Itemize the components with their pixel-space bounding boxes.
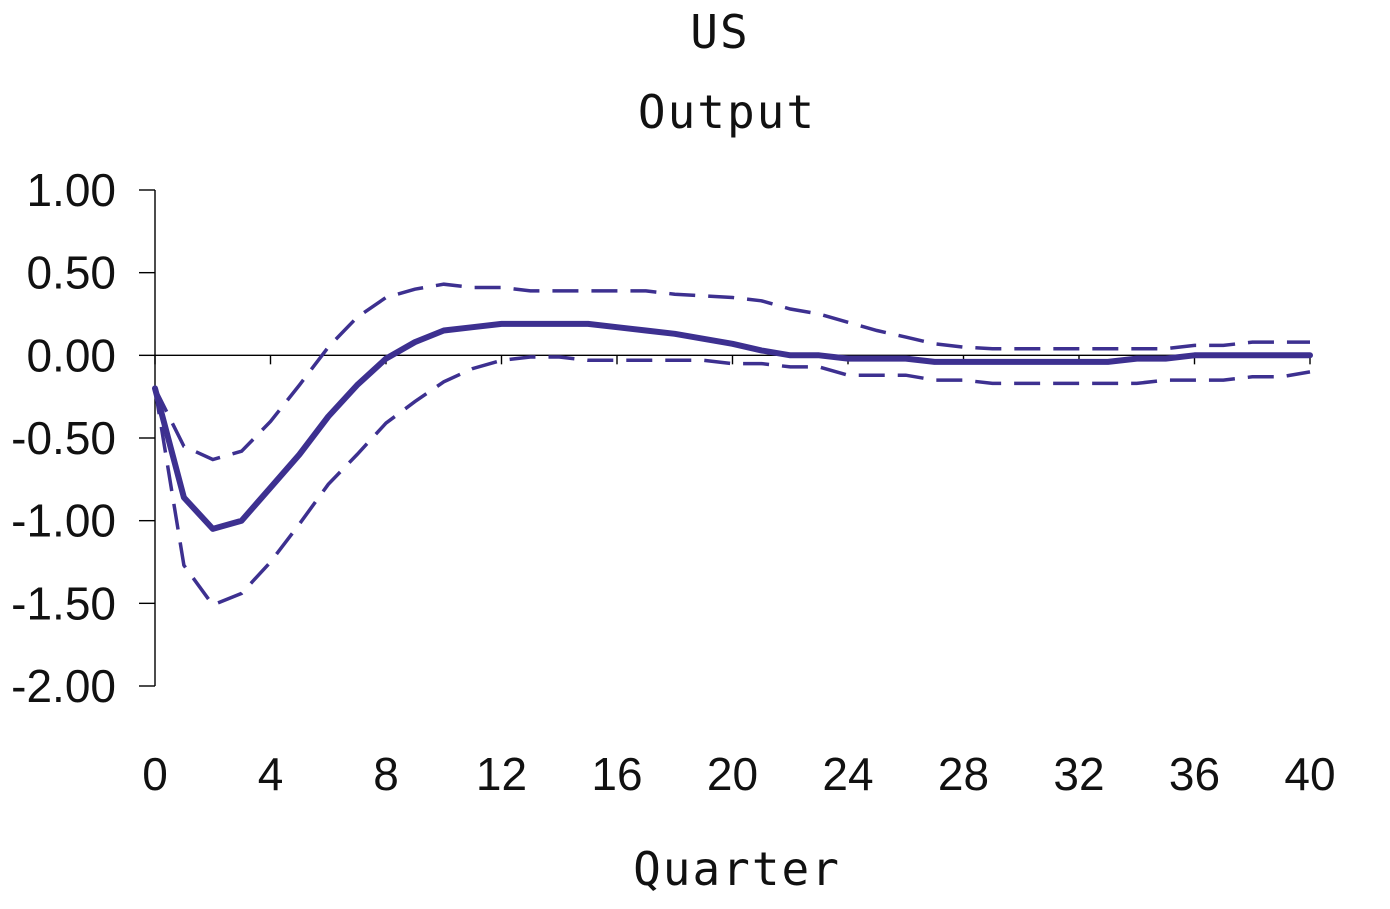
y-tick-label: 0.50	[26, 247, 116, 299]
x-tick-label: 0	[142, 748, 168, 800]
y-tick-label: -1.00	[11, 495, 116, 547]
y-axis-ticks: 1.00 0.50 0.00 -0.50 -1.00 -1.50 -2.00	[11, 164, 155, 712]
x-axis-label: Quarter	[633, 842, 841, 896]
x-tick-label: 20	[707, 748, 758, 800]
y-tick-label: -0.50	[11, 412, 116, 464]
x-axis-ticks: 0 4 8 12 16 20 24 28 32 36 40	[142, 355, 1336, 800]
x-tick-label: 40	[1284, 748, 1335, 800]
chart-subtitle: Output	[638, 85, 816, 139]
axes	[154, 190, 1310, 686]
x-tick-label: 8	[373, 748, 399, 800]
series-line-dashed	[153, 282, 1310, 462]
chart-title: US	[690, 5, 749, 59]
y-tick-label: -1.50	[11, 577, 116, 629]
x-tick-label: 36	[1169, 748, 1220, 800]
x-tick-label: 28	[938, 748, 989, 800]
x-tick-label: 24	[822, 748, 873, 800]
y-tick-label: -2.00	[11, 660, 116, 712]
x-tick-label: 32	[1053, 748, 1104, 800]
plot-series	[152, 282, 1313, 608]
series-line-solid	[152, 320, 1313, 532]
y-tick-label: 0.00	[26, 329, 116, 381]
x-tick-label: 4	[258, 748, 284, 800]
x-tick-label: 16	[591, 748, 642, 800]
y-tick-label: 1.00	[26, 164, 116, 216]
series-line-dashed	[153, 355, 1311, 608]
x-tick-label: 12	[476, 748, 527, 800]
